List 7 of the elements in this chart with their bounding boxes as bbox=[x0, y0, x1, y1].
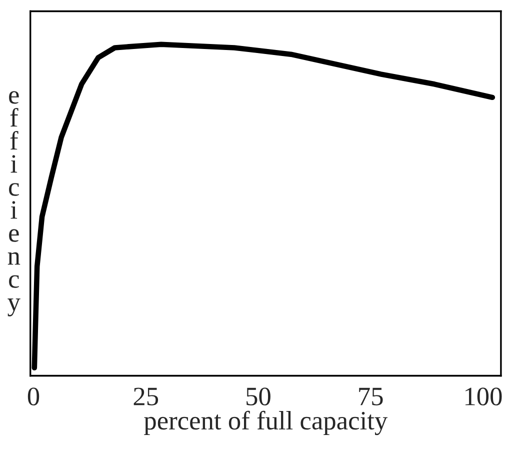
x-axis-title: percent of full capacity bbox=[144, 410, 388, 436]
x-tick-label: 100 bbox=[465, 388, 502, 406]
x-tick-label: 0 bbox=[28, 388, 40, 406]
x-tick-label: 75 bbox=[359, 388, 383, 406]
x-tick-label: 25 bbox=[134, 388, 158, 406]
x-tick-label: 50 bbox=[246, 388, 270, 406]
text: efficiency bbox=[8, 91, 20, 316]
